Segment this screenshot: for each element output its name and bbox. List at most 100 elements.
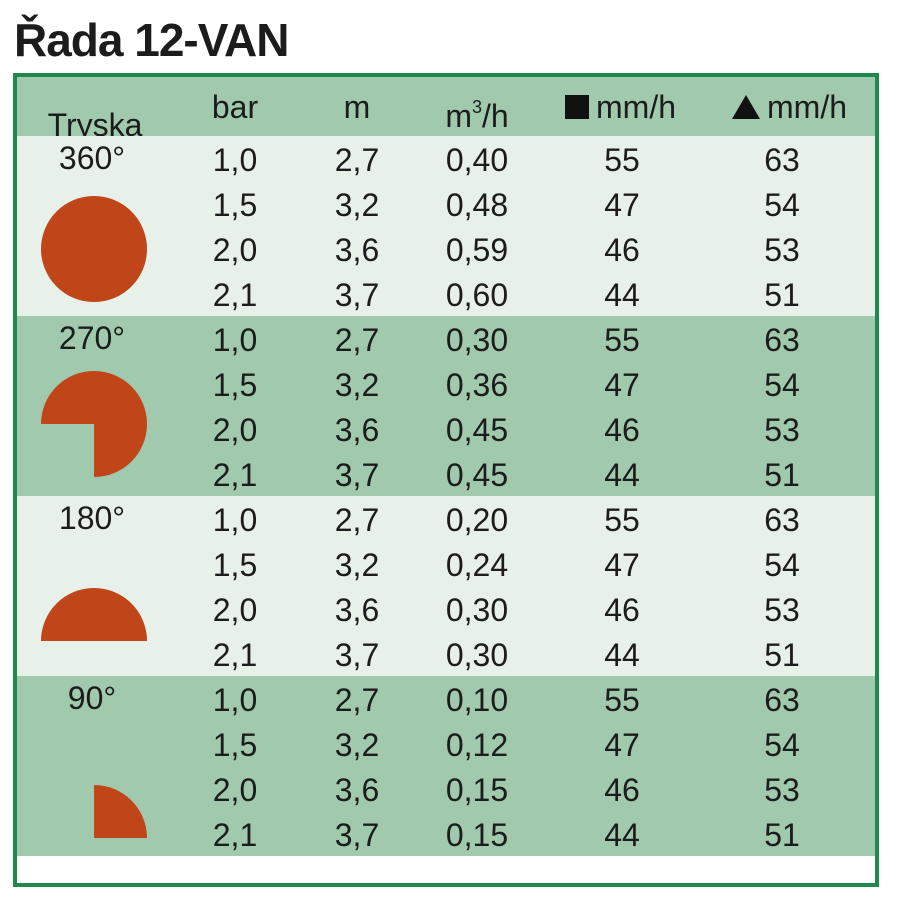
cell-bar: 2,1	[212, 457, 258, 493]
cell-m: 3,6	[334, 232, 380, 268]
cell-bar: 1,0	[212, 502, 258, 538]
header-square-label: mm/h	[596, 89, 676, 125]
cell-bar: 2,1	[212, 637, 258, 673]
cell-m: 3,6	[334, 412, 380, 448]
cell-m: 3,6	[334, 772, 380, 808]
cell-m: 2,7	[334, 682, 380, 718]
cell-m: 2,7	[334, 142, 380, 178]
cell-square-rate: 46	[604, 232, 640, 268]
nozzle-group: 180° 1,0 2,7 0,20 55 63 1,5 3,2 0,24 47 54 2,0 3,6 0,…	[17, 496, 875, 676]
cell-m: 3,7	[334, 637, 380, 673]
cell-flow: 0,45	[445, 412, 509, 448]
nozzle-angle: 360°	[58, 140, 126, 176]
cell-triangle-rate: 51	[764, 817, 800, 853]
cell-flow: 0,40	[445, 142, 509, 178]
cell-bar: 1,0	[212, 322, 258, 358]
nozzle-angle: 180°	[58, 500, 126, 536]
cell-square-rate: 55	[604, 322, 640, 358]
nozzle-angle: 90°	[67, 680, 117, 716]
cell-bar: 2,0	[212, 232, 258, 268]
cell-bar: 2,0	[212, 412, 258, 448]
cell-triangle-rate: 54	[764, 727, 800, 763]
nozzle-group: 90° 1,0 2,7 0,10 55 63 1,5 3,2 0,12 47 54 2,0 3,6 0,1…	[17, 676, 875, 856]
cell-flow: 0,15	[445, 772, 509, 808]
cell-bar: 1,0	[212, 142, 258, 178]
cell-triangle-rate: 63	[764, 142, 800, 178]
nozzle-group: 270° 1,0 2,7 0,30 55 63 1,5 3,2 0,36 47 54 2,0 3,6 0,…	[17, 316, 875, 496]
cell-m: 2,7	[334, 322, 380, 358]
header-triangle-label: mm/h	[767, 89, 847, 125]
cell-square-rate: 46	[604, 412, 640, 448]
cell-flow: 0,45	[445, 457, 509, 493]
full-circle-icon	[41, 196, 147, 302]
nozzle-angle: 270°	[58, 320, 126, 356]
cell-square-rate: 55	[604, 682, 640, 718]
header-flow-tail: /h	[481, 98, 509, 134]
cell-flow: 0,59	[445, 232, 509, 268]
header-flow-base: m	[445, 98, 472, 134]
cell-m: 3,7	[334, 457, 380, 493]
cell-bar: 2,1	[212, 817, 258, 853]
cell-square-rate: 46	[604, 772, 640, 808]
cell-triangle-rate: 54	[764, 367, 800, 403]
cell-m: 2,7	[334, 502, 380, 538]
three-quarter-circle-icon	[41, 371, 147, 477]
cell-flow: 0,48	[445, 187, 509, 223]
cell-triangle-rate: 51	[764, 277, 800, 313]
header-square-rate: mm/h	[545, 87, 695, 127]
page-title: Řada 12-VAN	[14, 14, 289, 66]
cell-triangle-rate: 54	[764, 187, 800, 223]
header-bar: bar	[211, 89, 259, 125]
cell-flow: 0,60	[445, 277, 509, 313]
quarter-circle-icon	[94, 785, 147, 838]
cell-bar: 2,0	[212, 772, 258, 808]
cell-bar: 1,5	[212, 727, 258, 763]
cell-flow: 0,30	[445, 637, 509, 673]
cell-flow: 0,24	[445, 547, 509, 583]
cell-triangle-rate: 63	[764, 502, 800, 538]
cell-square-rate: 55	[604, 142, 640, 178]
cell-bar: 1,0	[212, 682, 258, 718]
cell-triangle-rate: 63	[764, 682, 800, 718]
cell-square-rate: 44	[604, 637, 640, 673]
cell-square-rate: 46	[604, 592, 640, 628]
cell-m: 3,7	[334, 817, 380, 853]
cell-square-rate: 47	[604, 727, 640, 763]
cell-triangle-rate: 51	[764, 637, 800, 673]
cell-square-rate: 55	[604, 502, 640, 538]
cell-triangle-rate: 53	[764, 772, 800, 808]
cell-triangle-rate: 53	[764, 232, 800, 268]
header-m: m	[343, 89, 371, 125]
cell-bar: 2,1	[212, 277, 258, 313]
cell-flow: 0,36	[445, 367, 509, 403]
cell-flow: 0,20	[445, 502, 509, 538]
cell-m: 3,6	[334, 592, 380, 628]
cell-flow: 0,15	[445, 817, 509, 853]
cell-square-rate: 47	[604, 187, 640, 223]
cell-triangle-rate: 63	[764, 322, 800, 358]
cell-flow: 0,10	[445, 682, 509, 718]
cell-bar: 1,5	[212, 547, 258, 583]
cell-bar: 1,5	[212, 187, 258, 223]
cell-bar: 2,0	[212, 592, 258, 628]
black-triangle-icon	[732, 95, 760, 119]
cell-flow: 0,30	[445, 322, 509, 358]
header-triangle-rate: mm/h	[714, 87, 864, 127]
header-flow-sup: 3	[471, 97, 482, 117]
half-circle-icon	[41, 588, 147, 641]
nozzle-table: Tryska bar m m3/h mm/h mm/h 360° 1,0 2,7 0,…	[13, 73, 879, 887]
cell-square-rate: 44	[604, 817, 640, 853]
cell-flow: 0,12	[445, 727, 509, 763]
cell-m: 3,2	[334, 727, 380, 763]
cell-flow: 0,30	[445, 592, 509, 628]
cell-square-rate: 47	[604, 367, 640, 403]
cell-square-rate: 47	[604, 547, 640, 583]
cell-m: 3,7	[334, 277, 380, 313]
cell-square-rate: 44	[604, 277, 640, 313]
cell-triangle-rate: 53	[764, 592, 800, 628]
cell-triangle-rate: 51	[764, 457, 800, 493]
cell-square-rate: 44	[604, 457, 640, 493]
nozzle-group: 360° 1,0 2,7 0,40 55 63 1,5 3,2 0,48 47 54 2,0 3,6 0,…	[17, 136, 875, 316]
cell-bar: 1,5	[212, 367, 258, 403]
cell-triangle-rate: 53	[764, 412, 800, 448]
